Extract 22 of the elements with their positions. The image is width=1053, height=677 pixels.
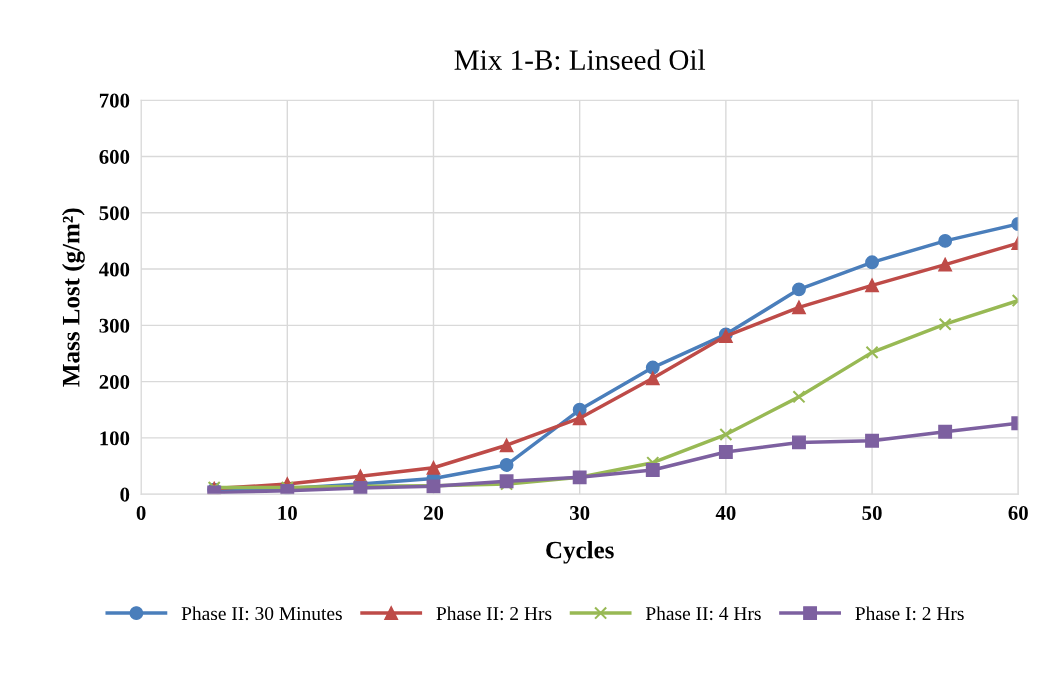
- legend-label: Phase I: 2 Hrs: [855, 606, 964, 621]
- y-tick-label: 100: [100, 431, 130, 446]
- x-tick-label: 0: [136, 505, 146, 520]
- legend-label: Phase II: 30 Minutes: [181, 606, 342, 621]
- y-axis-title: Mass Lost (g/m²): [61, 208, 85, 387]
- y-tick-label: 600: [99, 149, 130, 164]
- x-tick-label: 10: [278, 505, 297, 520]
- y-tick-label: 300: [99, 318, 130, 333]
- y-tick-label: 700: [99, 93, 130, 108]
- x-tick-label: 50: [862, 505, 882, 520]
- x-tick-label: 60: [1008, 505, 1028, 520]
- x-tick-label: 40: [715, 505, 736, 520]
- x-tick-label: 20: [423, 505, 444, 520]
- x-axis-title: Cycles: [546, 540, 614, 564]
- y-tick-label: 400: [99, 262, 130, 277]
- chart-title: Mix 1-B: Linseed Oil: [454, 49, 706, 71]
- legend-label: Phase II: 2 Hrs: [436, 606, 552, 621]
- y-tick-label: 200: [99, 375, 130, 390]
- legend-label: Phase II: 4 Hrs: [645, 606, 761, 621]
- x-tick-label: 30: [570, 505, 590, 520]
- y-tick-label: 500: [99, 206, 130, 221]
- y-tick-label: 0: [120, 487, 130, 502]
